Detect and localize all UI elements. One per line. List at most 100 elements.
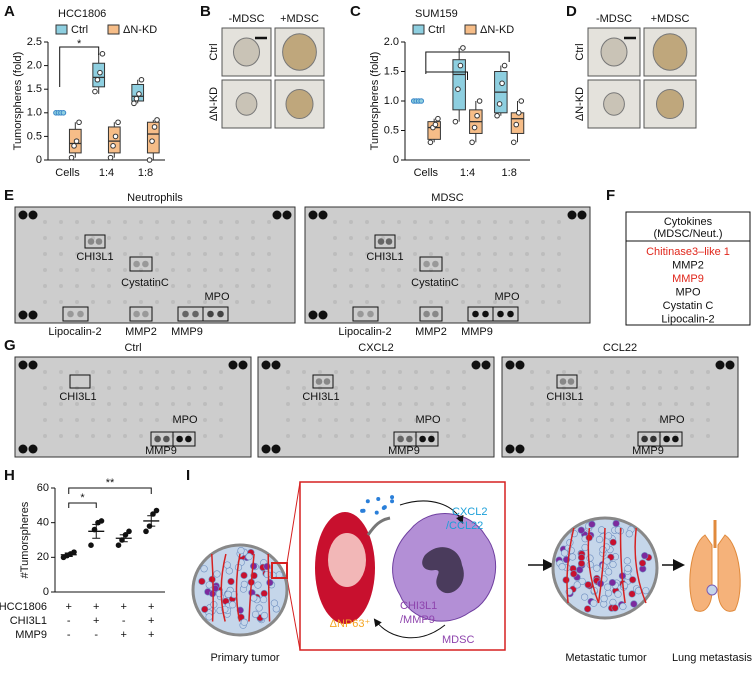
spot-label: MPO	[172, 414, 198, 426]
background-spot	[155, 252, 159, 256]
tumorsphere	[655, 88, 685, 120]
background-spot	[267, 300, 271, 304]
background-spot	[139, 434, 143, 438]
legend-label: ΔN-KD	[123, 24, 157, 36]
spot-box	[69, 374, 91, 389]
spot	[419, 435, 426, 443]
background-spot	[578, 434, 582, 438]
background-spot	[349, 300, 353, 304]
background-spot	[397, 236, 401, 240]
background-spot	[123, 434, 127, 438]
schematic-label: CXCL2	[452, 506, 487, 518]
cell	[605, 568, 613, 576]
cell	[623, 557, 631, 565]
background-spot	[171, 300, 175, 304]
spot-box	[467, 306, 494, 322]
background-spot	[658, 386, 662, 390]
significance-bracket	[68, 487, 152, 494]
background-spot	[462, 418, 466, 422]
background-spot	[642, 386, 646, 390]
spot-label: CHI3L1	[76, 251, 113, 263]
background-spot	[562, 418, 566, 422]
background-spot	[493, 300, 497, 304]
point	[457, 62, 464, 69]
point	[76, 119, 82, 126]
background-spot	[366, 402, 370, 406]
background-spot	[429, 284, 433, 288]
background-spot	[123, 300, 127, 304]
row-label: ΔN-KD	[574, 87, 586, 121]
background-spot	[318, 418, 322, 422]
spot-box	[62, 306, 89, 322]
background-spot	[43, 300, 47, 304]
condition-name: MMP9	[15, 629, 47, 641]
reference-spot	[471, 360, 481, 370]
y-tick-label: 1.0	[384, 95, 399, 107]
cell	[581, 543, 589, 552]
significance-bracket	[59, 46, 100, 87]
background-spot	[578, 418, 582, 422]
cell	[223, 561, 231, 569]
reference-spot	[725, 360, 735, 370]
point	[73, 138, 80, 144]
point	[494, 112, 500, 119]
background-spot	[429, 252, 433, 256]
table-header: (MDSC/Neut.)	[653, 228, 722, 240]
reference-spot	[271, 444, 281, 454]
bracket	[425, 51, 510, 74]
y-tick-label: 1.5	[27, 83, 42, 95]
background-spot	[509, 236, 513, 240]
background-spot	[334, 434, 338, 438]
background-spot	[59, 386, 63, 390]
background-spot	[43, 434, 47, 438]
column-label: -MDSC	[596, 13, 632, 25]
table-cell: MPO	[675, 286, 701, 298]
vessel	[587, 527, 600, 604]
spot	[133, 260, 140, 268]
vessel	[597, 527, 606, 604]
background-spot	[461, 284, 465, 288]
background-spot	[350, 370, 354, 374]
point	[469, 139, 475, 146]
background-spot	[171, 284, 175, 288]
cell	[597, 526, 606, 534]
reference-spot	[505, 444, 515, 454]
background-spot	[286, 402, 290, 406]
background-spot	[461, 252, 465, 256]
cell	[570, 570, 578, 578]
background-spot	[350, 418, 354, 422]
background-spot	[107, 236, 111, 240]
spot-box	[312, 374, 334, 389]
background-spot	[91, 370, 95, 374]
cell	[266, 578, 274, 587]
membrane	[14, 206, 296, 324]
background-spot	[187, 386, 191, 390]
background-spot	[219, 252, 223, 256]
background-spot	[445, 236, 449, 240]
background-spot	[349, 220, 353, 224]
background-spot	[530, 402, 534, 406]
legend-swatch	[107, 24, 120, 35]
cell	[260, 611, 269, 620]
background-spot	[493, 268, 497, 272]
background-spot	[706, 434, 710, 438]
table-cell: MMP9	[672, 273, 704, 285]
row-label: Ctrl	[208, 43, 220, 60]
background-spot	[171, 236, 175, 240]
background-spot	[477, 220, 481, 224]
cell	[558, 563, 566, 571]
tumorsphere	[235, 92, 258, 116]
background-spot	[155, 268, 159, 272]
reference-spot	[318, 310, 328, 320]
background-spot	[302, 434, 306, 438]
spot	[323, 378, 331, 385]
background-spot	[446, 418, 450, 422]
point	[98, 518, 105, 524]
background-spot	[382, 386, 386, 390]
spot-label: MPO	[659, 414, 685, 426]
reference-spot	[18, 360, 28, 370]
background-spot	[413, 300, 417, 304]
vessel	[566, 527, 575, 604]
cell	[224, 590, 232, 598]
spot	[507, 310, 514, 318]
